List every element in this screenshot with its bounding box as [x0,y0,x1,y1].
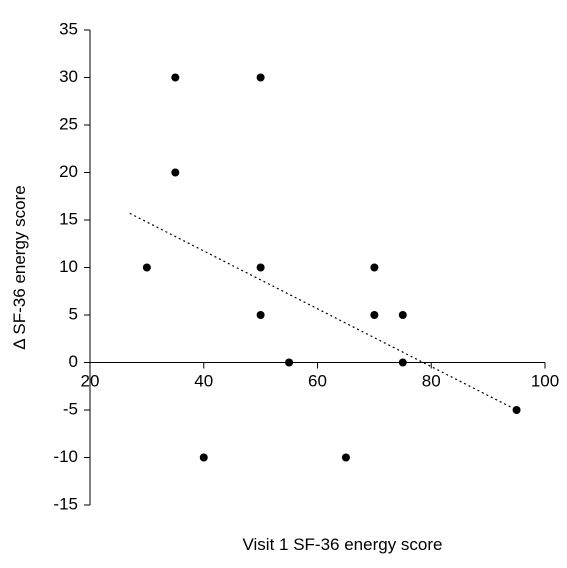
x-tick-label: 20 [81,372,100,391]
y-tick-label: 10 [59,257,78,276]
y-tick-label: -5 [63,399,78,418]
chart-svg: -15 -10 -5 0 5 10 15 20 25 30 35 20 40 60 80 100 Visit 1… [0,0,567,568]
data-point [257,311,265,319]
data-point [399,359,407,367]
x-tick-label: 40 [194,372,213,391]
scatter-chart: -15 -10 -5 0 5 10 15 20 25 30 35 20 40 60 80 100 Visit 1… [0,0,567,568]
data-point [342,454,350,462]
y-tick-label: 5 [69,304,78,323]
y-tick-label: 30 [59,67,78,86]
data-point [399,311,407,319]
data-point [257,264,265,272]
data-point [370,311,378,319]
x-tick-label: 60 [308,372,327,391]
y-tick-label: 35 [59,19,78,38]
data-point [285,359,293,367]
y-axis-label: Δ SF-36 energy score [10,185,29,349]
y-tick-label: -15 [53,494,78,513]
y-tick-label: -10 [53,447,78,466]
x-tick-label: 80 [422,372,441,391]
x-tick-label: 100 [531,372,559,391]
data-point [171,169,179,177]
data-point [171,74,179,82]
data-point [370,264,378,272]
data-point [257,74,265,82]
data-point [513,406,521,414]
y-tick-label: 15 [59,209,78,228]
y-tick-label: 25 [59,114,78,133]
y-tick-label: 0 [69,352,78,371]
y-tick-label: 20 [59,162,78,181]
data-point [143,264,151,272]
data-point [200,454,208,462]
x-axis-label: Visit 1 SF-36 energy score [243,535,443,554]
